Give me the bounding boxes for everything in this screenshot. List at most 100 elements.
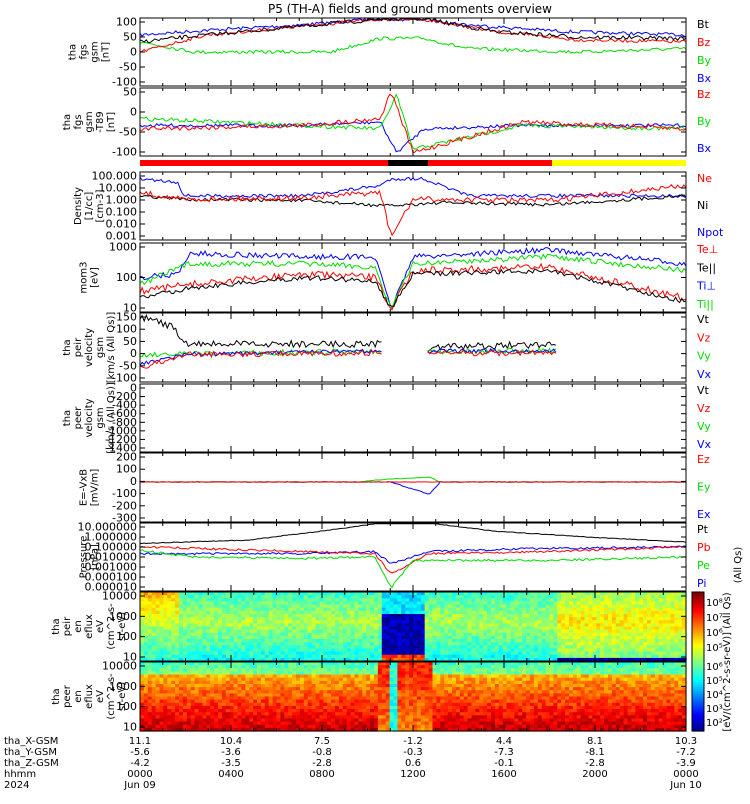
spectrogram-cell (663, 639, 668, 643)
spectrogram-cell (319, 630, 324, 634)
spectrogram-cell (526, 595, 531, 599)
spectrogram-cell (241, 645, 246, 649)
spectrogram-cell (144, 715, 149, 719)
spectrogram-cell (347, 675, 352, 679)
spectrogram-cell (323, 675, 328, 679)
spectrogram-cell (284, 709, 289, 713)
spectrogram-cell (343, 665, 348, 669)
spectrogram-cell (179, 725, 184, 729)
spectrogram-cell (331, 655, 336, 659)
spectrogram-cell (195, 715, 200, 719)
spectrogram-cell (561, 611, 566, 615)
spectrogram-cell (214, 630, 219, 634)
spectrogram-cell (343, 690, 348, 694)
y-axis-label-4: [km/s (All Qs)] (106, 312, 117, 384)
spectrogram-cell (226, 725, 231, 729)
spectrogram-cell (433, 611, 438, 615)
spectrogram-cell (171, 630, 176, 634)
spectrogram-cell (444, 630, 449, 634)
spectrogram-cell (339, 611, 344, 615)
spectrogram-cell (199, 620, 204, 624)
spectrogram-cell (631, 645, 636, 649)
spectrogram-cell (667, 595, 672, 599)
spectrogram-cell (448, 645, 453, 649)
spectrogram-cell (546, 645, 551, 649)
spectrogram-cell (187, 709, 192, 713)
spectrogram-cell (472, 655, 477, 659)
spectrogram-cell (308, 665, 313, 669)
spectrogram-cell (413, 645, 418, 649)
y-axis-label-4: gsm (95, 337, 106, 358)
spectrogram-cell (483, 639, 488, 643)
spectrogram-cell (339, 655, 344, 659)
spectrogram-cell (199, 605, 204, 609)
spectrogram-cell (308, 715, 313, 719)
spectrogram-cell (163, 639, 168, 643)
spectrogram-cell (300, 655, 305, 659)
spectrogram-cell (546, 655, 551, 659)
spectrogram-cell (331, 665, 336, 669)
spectrogram-cell (226, 709, 231, 713)
spectrogram-cell (600, 605, 605, 609)
spectrogram-cell (234, 700, 239, 704)
spectrogram-cell (487, 645, 492, 649)
legend-Ez: Ez (697, 453, 710, 466)
spectrogram-cell (604, 620, 609, 624)
spectrogram-cell (202, 620, 207, 624)
spectrogram-cell (663, 611, 668, 615)
spectrogram-cell (421, 639, 426, 643)
spectrogram-cell (171, 645, 176, 649)
spectrogram-cell (339, 605, 344, 609)
spectrogram-cell (351, 655, 356, 659)
spectrogram-cell (608, 630, 613, 634)
spectrogram-cell (366, 605, 371, 609)
spectrogram-cell (667, 605, 672, 609)
spectrogram-cell (468, 645, 473, 649)
spectrogram-cell (460, 595, 465, 599)
spectrogram-cell (585, 645, 590, 649)
spectrogram-cell (171, 639, 176, 643)
spectrogram-cell (277, 709, 282, 713)
spectrogram-cell (530, 595, 535, 599)
spectrogram-cell (585, 630, 590, 634)
spectrogram-cell (292, 665, 297, 669)
spectrogram-cell (163, 675, 168, 679)
spectrogram-cell (436, 605, 441, 609)
spectrogram-cell (596, 630, 601, 634)
spectrogram-cell (308, 681, 313, 685)
spectrogram-cell (160, 681, 165, 685)
spectrogram-cell (323, 665, 328, 669)
y-tick-label-1: -100 (112, 146, 137, 159)
spectrogram-cell (397, 630, 402, 634)
spectrogram-cell (230, 595, 235, 599)
spectrogram-cell (343, 725, 348, 729)
spectrogram-cell (195, 630, 200, 634)
spectrogram-cell (292, 690, 297, 694)
legend-Ni: Ni (697, 199, 708, 212)
spectrogram-cell (327, 675, 332, 679)
spectrogram-cell (261, 655, 266, 659)
spectrogram-cell (542, 639, 547, 643)
spectrogram-cell (678, 639, 683, 643)
y-axis-label-5: velocity (84, 398, 95, 437)
spectrogram-cell (366, 595, 371, 599)
spectrogram-cell (351, 630, 356, 634)
spectrogram-cell (277, 630, 282, 634)
spectrogram-cell (331, 620, 336, 624)
spectrogram-cell (651, 655, 656, 659)
spectrogram-cell (538, 645, 543, 649)
spectrogram-cell (659, 620, 664, 624)
spectrogram-cell (604, 595, 609, 599)
y-tick-label-0: 0 (130, 46, 137, 59)
series-line-Te⊥ (140, 248, 686, 309)
spectrogram-cell (304, 681, 309, 685)
spectrogram-cell (530, 605, 535, 609)
spectrogram-cell (460, 655, 465, 659)
spectrogram-cell (394, 639, 399, 643)
spectrogram-cell (612, 605, 617, 609)
spectrogram-cell (577, 655, 582, 659)
spectrogram-cell (144, 675, 149, 679)
spectrogram-cell (296, 611, 301, 615)
spectrogram-cell (148, 665, 153, 669)
spectrogram-cell (452, 611, 457, 615)
